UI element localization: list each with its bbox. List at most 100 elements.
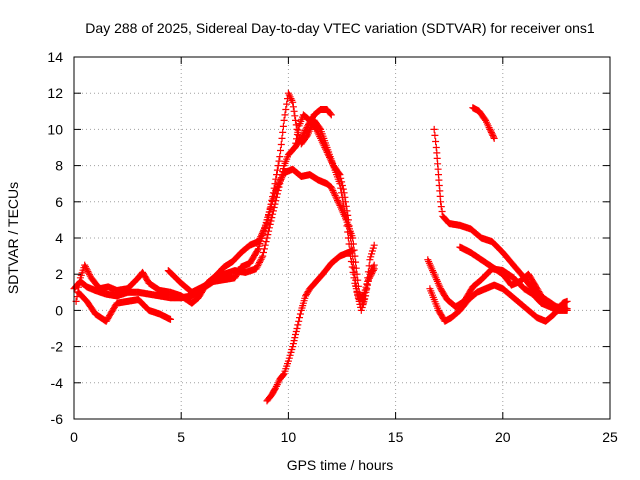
data-point bbox=[354, 291, 362, 299]
data-point bbox=[276, 153, 284, 161]
data-point bbox=[260, 245, 268, 253]
chart-title: Day 288 of 2025, Sidereal Day-to-day VTE… bbox=[85, 20, 595, 36]
data-point bbox=[293, 325, 301, 332]
data-point bbox=[339, 185, 347, 193]
data-point bbox=[431, 131, 439, 139]
data-point bbox=[289, 103, 297, 111]
data-point bbox=[362, 286, 370, 294]
data-point bbox=[327, 157, 335, 165]
y-tick-label: -4 bbox=[51, 375, 64, 391]
data-point bbox=[338, 178, 346, 186]
data-point bbox=[82, 264, 90, 272]
data-point bbox=[290, 337, 298, 345]
data-point bbox=[334, 198, 342, 206]
data-point bbox=[303, 132, 311, 140]
series-track-10 bbox=[426, 281, 571, 325]
data-point bbox=[277, 175, 285, 183]
data-point bbox=[76, 279, 84, 286]
data-point bbox=[326, 153, 333, 161]
data-point bbox=[330, 188, 338, 196]
data-point bbox=[292, 328, 300, 335]
grid bbox=[74, 57, 610, 419]
data-point bbox=[347, 240, 355, 248]
data-point bbox=[278, 134, 286, 142]
data-point bbox=[347, 234, 355, 242]
data-point bbox=[340, 189, 348, 197]
data-point bbox=[85, 269, 93, 277]
y-tick-label: -2 bbox=[51, 339, 64, 355]
data-point bbox=[336, 171, 344, 179]
data-point bbox=[487, 128, 495, 136]
y-tick-label: -6 bbox=[51, 411, 64, 427]
series-track-3 bbox=[74, 288, 174, 325]
y-tick-label: 10 bbox=[47, 121, 63, 137]
data-point bbox=[271, 385, 279, 393]
data-point bbox=[353, 288, 361, 296]
series-track-6 bbox=[263, 247, 357, 405]
data-point bbox=[279, 122, 287, 130]
data-point bbox=[264, 231, 272, 239]
data-point bbox=[342, 202, 350, 210]
data-point bbox=[349, 258, 357, 266]
data-point bbox=[323, 148, 331, 156]
data-point bbox=[322, 145, 330, 153]
data-point bbox=[486, 125, 494, 133]
data-point bbox=[272, 187, 279, 195]
data-point bbox=[281, 111, 289, 119]
data-point bbox=[489, 131, 497, 139]
data-point bbox=[437, 203, 445, 211]
data-point bbox=[326, 110, 334, 118]
data-point bbox=[259, 252, 267, 260]
data-point bbox=[349, 247, 357, 255]
data-point bbox=[267, 217, 275, 225]
data-point bbox=[275, 180, 283, 188]
data-point bbox=[352, 276, 360, 284]
data-point bbox=[490, 134, 498, 142]
data-point bbox=[258, 254, 266, 262]
data-point bbox=[351, 270, 359, 278]
data-point bbox=[563, 297, 571, 305]
data-point bbox=[333, 195, 341, 203]
data-point bbox=[293, 131, 301, 138]
data-point bbox=[334, 197, 341, 204]
data-point bbox=[278, 174, 286, 182]
data-point bbox=[280, 116, 288, 124]
data-point bbox=[364, 274, 372, 282]
data-point bbox=[256, 257, 264, 265]
data-point bbox=[364, 268, 372, 276]
data-point bbox=[82, 263, 89, 271]
data-point bbox=[335, 170, 343, 177]
data-point bbox=[282, 106, 290, 113]
data-point bbox=[541, 298, 549, 306]
data-point bbox=[289, 98, 297, 106]
data-point bbox=[279, 172, 287, 180]
y-tick-label: 0 bbox=[55, 302, 63, 318]
data-point bbox=[277, 147, 284, 154]
data-point bbox=[326, 155, 334, 163]
series-track-5 bbox=[291, 111, 378, 314]
data-point bbox=[261, 241, 269, 249]
data-point bbox=[296, 314, 303, 322]
data-point bbox=[363, 280, 371, 288]
data-point bbox=[167, 315, 174, 323]
data-point bbox=[266, 220, 274, 228]
data-point bbox=[328, 158, 336, 166]
data-point bbox=[291, 112, 299, 120]
data-point bbox=[290, 107, 298, 115]
data-point bbox=[275, 157, 283, 165]
axis-ticks: 0 5 10 15 20 25 -6 -4 -2 0 2 4 6 8 10 12 14 bbox=[47, 49, 618, 445]
data-point bbox=[330, 190, 338, 198]
data-point bbox=[370, 261, 378, 269]
data-point bbox=[84, 268, 92, 275]
series-track-1 bbox=[70, 106, 335, 302]
data-point bbox=[325, 152, 333, 160]
data-point bbox=[430, 125, 438, 133]
data-point bbox=[329, 187, 337, 195]
data-point bbox=[296, 310, 304, 318]
data-point bbox=[362, 292, 370, 300]
data-point bbox=[293, 135, 300, 143]
data-point bbox=[337, 174, 345, 182]
x-tick-label: 0 bbox=[70, 429, 78, 445]
data-point bbox=[365, 262, 373, 270]
data-point bbox=[354, 294, 362, 302]
